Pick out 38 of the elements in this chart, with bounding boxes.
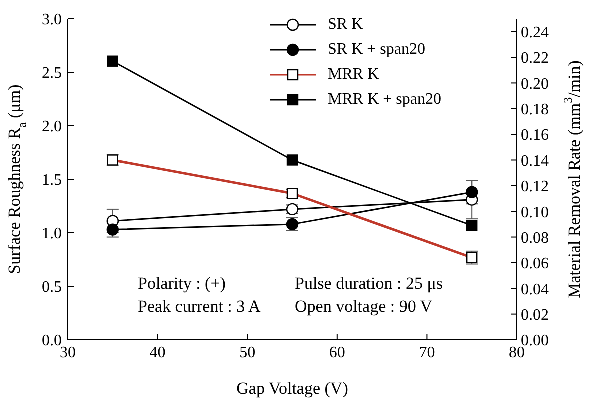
y-tick-label: 0.0	[42, 332, 62, 350]
point	[107, 56, 118, 67]
annotation: Pulse duration : 25 μs	[295, 274, 443, 294]
legend-label: SR K	[328, 16, 364, 34]
x-tick-label: 60	[329, 344, 346, 362]
y2-tick-label: 0.08	[521, 230, 549, 247]
y2-tick-label: 0.18	[521, 102, 549, 119]
y2-tick-label: 0.06	[521, 256, 549, 273]
y-tick-label: 0.5	[42, 279, 62, 296]
annotation: Peak current : 3 A	[138, 297, 261, 317]
point	[466, 186, 478, 198]
point	[466, 220, 478, 232]
y-tick-label: 1.5	[42, 172, 62, 190]
y-tick-label: 2.0	[42, 118, 62, 136]
x-tick-label: 80	[509, 344, 525, 362]
y-tick-label: 1.0	[42, 226, 62, 243]
y2-tick-label: 0.20	[521, 76, 549, 93]
y2-tick-label: 0.14	[521, 152, 549, 170]
x-tick-label: 50	[240, 344, 256, 362]
y2-tick-label: 0.24	[521, 24, 549, 42]
y-tick-label: 3.0	[42, 12, 62, 29]
y2-tick-label: 0.10	[521, 204, 549, 222]
x-tick-label: 40	[150, 344, 166, 362]
x-tick-label: 30	[60, 344, 76, 362]
legend-label: MRR K + span20	[328, 90, 442, 108]
legend-label: MRR K	[328, 66, 380, 84]
y2-tick-label: 0.16	[521, 127, 549, 144]
y2-tick-label: 0.12	[521, 178, 549, 196]
y-tick-label: 2.5	[42, 65, 62, 82]
legend-label: SR K + span20	[328, 40, 426, 58]
annotation: Polarity : (+)	[138, 274, 226, 294]
x-tick-label: 70	[419, 344, 436, 362]
y2-tick-label: 0.22	[521, 50, 549, 68]
point	[286, 154, 298, 166]
x-axis-title: Gap Voltage (V)	[236, 379, 348, 398]
y2-tick-label: 0.04	[521, 281, 549, 298]
y2-tick-label: 0.02	[521, 307, 549, 324]
annotation: Open voltage : 90 V	[295, 297, 433, 317]
